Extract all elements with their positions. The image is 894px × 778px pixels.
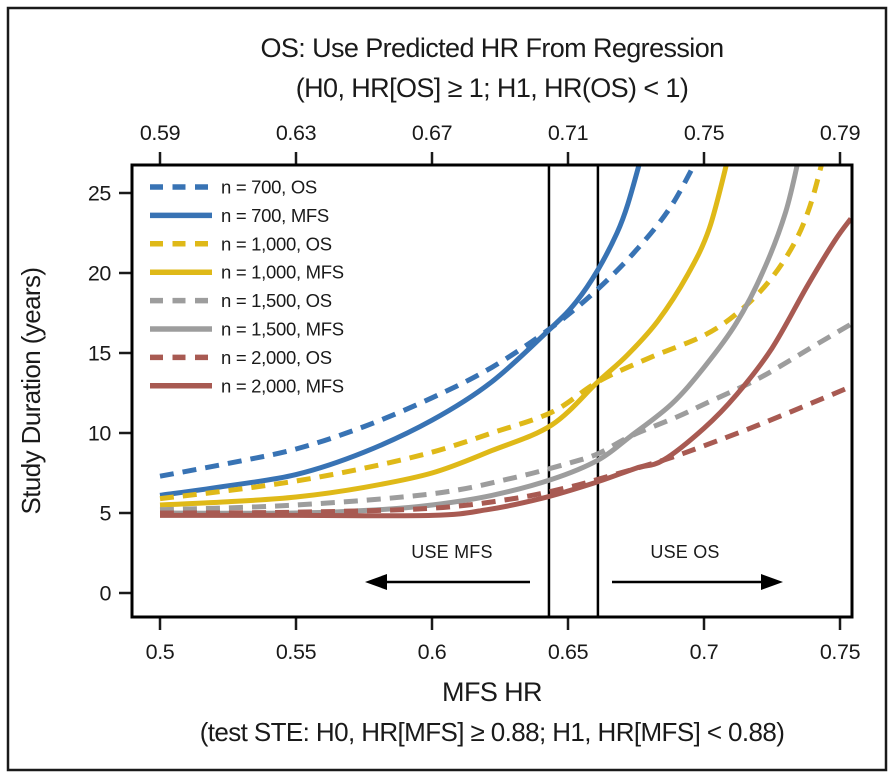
left-arrow-head-icon <box>365 574 387 590</box>
top-axis-tick-label: 0.79 <box>820 121 860 145</box>
bottom-axis-tick-label: 0.75 <box>820 640 861 664</box>
top-axis-tick-label: 0.75 <box>684 121 725 145</box>
right-arrow-head-icon <box>761 574 783 590</box>
bottom-axis-tick-label: 0.5 <box>146 640 175 664</box>
curve-n-700-mfs <box>159 165 642 498</box>
annotation-label: USE MFS <box>411 542 492 562</box>
top-axis-tick-label: 0.71 <box>548 121 588 145</box>
y-axis-tick-label: 5 <box>99 502 111 526</box>
y-axis-tick-label: 25 <box>88 182 112 206</box>
plot-border <box>130 163 854 619</box>
plot-area: 0.59 0.63 0.67 0.71 0.75 0.790.5 0.55 0.6 0.65 0.… <box>88 121 861 664</box>
y-axis-tick-label: 0 <box>99 582 111 606</box>
y-axis-title: Study Duration (years) <box>16 268 46 515</box>
x-axis-subtitle: (test STE: H0, HR[MFS] ≥ 0.88; H1, HR[MF… <box>200 717 785 747</box>
bottom-axis-tick-label: 0.7 <box>690 640 719 664</box>
y-axis-tick-label: 15 <box>88 342 112 366</box>
bottom-axis-tick-label: 0.55 <box>276 640 317 664</box>
legend-label: n = 1,000, OS <box>221 233 332 254</box>
annotation-label: USE OS <box>650 542 719 562</box>
legend-label: n = 2,000, OS <box>221 347 332 368</box>
top-axis-tick-label: 0.59 <box>140 121 180 145</box>
bottom-axis-tick-label: 0.6 <box>418 640 447 664</box>
y-axis-tick-label: 10 <box>88 422 112 446</box>
y-axis-tick-label: 20 <box>88 262 112 286</box>
legend-label: n = 2,000, MFS <box>221 375 344 396</box>
legend-label: n = 700, OS <box>221 177 317 198</box>
legend-label: n = 1,500, OS <box>221 290 332 311</box>
curve-n-1-500-os <box>159 322 852 513</box>
top-axis-tick-label: 0.67 <box>412 121 452 145</box>
annotations: USE MFS USE OS <box>365 542 783 590</box>
curve-n-1-500-mfs <box>159 165 800 516</box>
curve-n-1-000-mfs <box>159 165 729 508</box>
legend-label: n = 1,000, MFS <box>221 262 344 283</box>
legend: n = 700, OS n = 700, MFS n = 1,000, OS n = … <box>150 177 344 396</box>
legend-label: n = 700, MFS <box>221 205 329 226</box>
x-axis-title: MFS HR <box>442 677 542 707</box>
curve-n-2-000-mfs <box>160 217 852 519</box>
bottom-axis-tick-label: 0.65 <box>548 640 589 664</box>
chart-title: OS: Use Predicted HR From Regression <box>260 33 723 63</box>
top-axis-tick-label: 0.63 <box>276 121 317 145</box>
chart-subtitle: (H0, HR[OS] ≥ 1; H1, HR(OS) < 1) <box>296 73 688 103</box>
figure-border <box>6 6 888 772</box>
legend-label: n = 1,500, MFS <box>221 319 344 340</box>
